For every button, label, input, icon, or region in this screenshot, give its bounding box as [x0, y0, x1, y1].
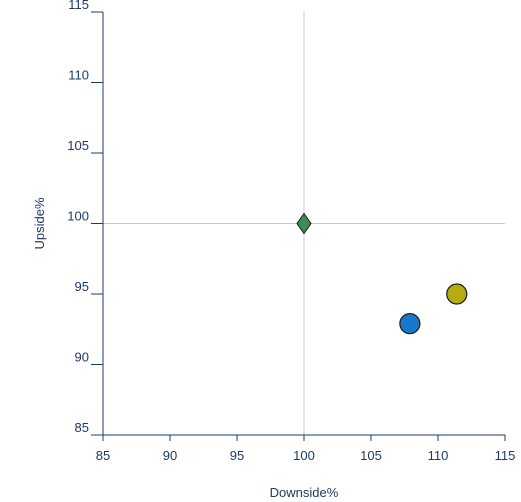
x-tick-label: 105	[360, 448, 382, 463]
y-tick-label: 110	[68, 68, 89, 83]
y-axis-title: Upside%	[32, 197, 47, 249]
y-tick-label: 100	[67, 209, 89, 224]
y-tick-label: 105	[67, 138, 89, 153]
y-tick-label: 115	[68, 0, 89, 12]
x-tick-label: 110	[428, 448, 449, 463]
data-point-circle	[446, 283, 468, 305]
x-tick-label: 85	[96, 448, 110, 463]
x-tick-label: 95	[230, 448, 244, 463]
x-tick-label: 100	[293, 448, 315, 463]
data-point-circle	[399, 313, 421, 335]
x-ticks: 85 90 95 100 105 110 115	[96, 435, 516, 463]
x-axis-title: Downside%	[270, 485, 339, 500]
y-tick-label: 95	[75, 279, 89, 294]
x-tick-label: 90	[163, 448, 177, 463]
x-tick-label: 115	[495, 448, 516, 463]
y-tick-label: 90	[75, 350, 89, 365]
y-ticks: 85 90 95 100 105 110 115	[67, 0, 103, 436]
y-tick-label: 85	[75, 420, 89, 435]
data-point-diamond	[296, 212, 312, 235]
data-points	[296, 212, 468, 335]
